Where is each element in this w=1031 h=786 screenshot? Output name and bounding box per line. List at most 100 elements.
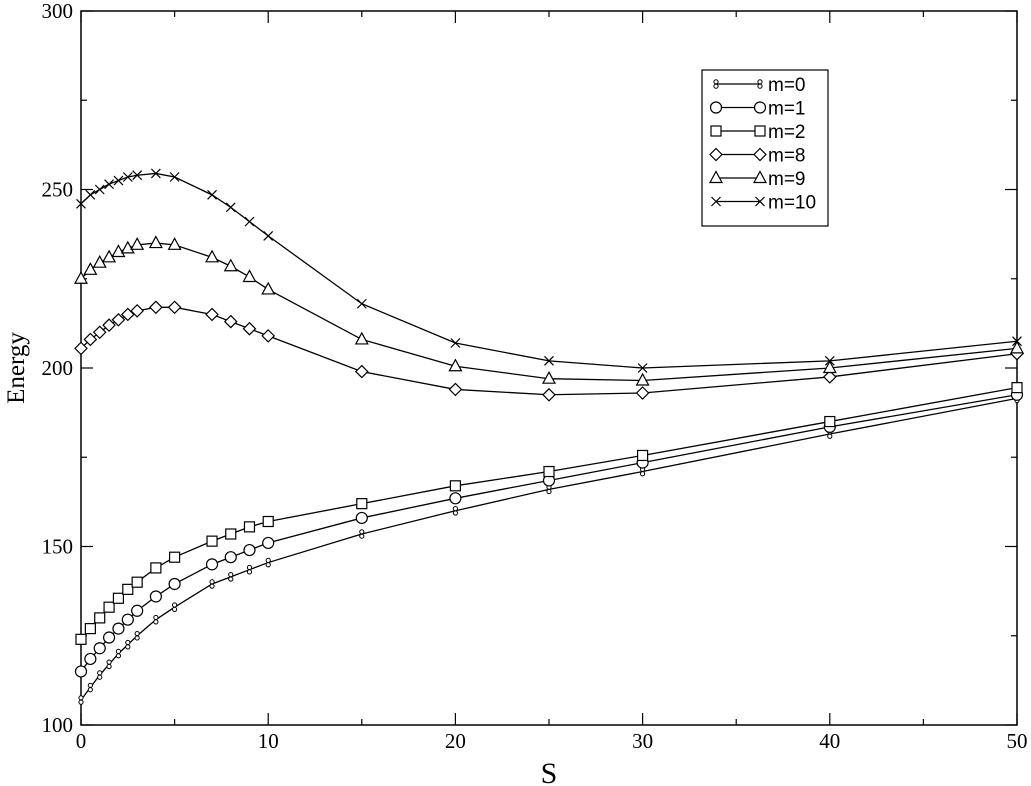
point-diamond	[120, 307, 135, 322]
point-circle	[112, 622, 125, 635]
point-figure-eight-bottom	[827, 433, 833, 439]
point-diamond	[635, 386, 650, 400]
point-figure-eight-bottom	[134, 635, 140, 641]
point-triangle	[541, 370, 557, 384]
point-square	[94, 612, 106, 624]
point-circle	[131, 604, 144, 617]
legend-label: m=1	[768, 99, 806, 120]
point-square	[243, 521, 256, 533]
point-figure-eight-bottom	[713, 83, 719, 89]
legend-item: m=8	[709, 146, 806, 167]
legend-label: m=8	[768, 146, 806, 167]
point-triangle	[130, 237, 145, 250]
series-m=1	[74, 388, 1024, 678]
point-x	[225, 202, 236, 213]
point-circle	[93, 642, 106, 655]
point-x	[244, 216, 255, 227]
point-diamond	[74, 341, 88, 356]
series-m=10	[76, 168, 1022, 373]
point-figure-eight-bottom	[546, 488, 552, 495]
series-m=9	[73, 235, 1025, 386]
point-triangle	[752, 170, 768, 184]
point-diamond	[223, 314, 238, 329]
point-x	[76, 198, 86, 209]
point-triangle	[205, 249, 220, 263]
point-x	[104, 179, 115, 190]
point-figure-eight-top	[228, 572, 234, 578]
legend-item: m=2	[710, 122, 806, 143]
point-square	[169, 551, 181, 563]
legend-label: m=10	[768, 193, 816, 214]
point-triangle	[83, 262, 98, 275]
point-figure-eight-bottom	[153, 619, 159, 625]
point-figure-eight-top	[452, 506, 458, 512]
point-circle	[84, 652, 97, 666]
x-tick-label: 30	[632, 729, 653, 753]
point-square	[122, 583, 134, 595]
point-square	[636, 449, 649, 462]
point-circle	[205, 558, 219, 571]
series-m=2	[75, 382, 1023, 645]
point-square	[710, 125, 722, 137]
point-figure-eight-bottom	[125, 644, 131, 650]
point-circle	[709, 101, 723, 114]
point-circle	[74, 665, 88, 678]
legend-item: m=0	[713, 75, 806, 96]
y-tick-label: 300	[42, 0, 74, 23]
point-square	[356, 498, 368, 510]
point-x	[637, 363, 648, 373]
point-x	[1012, 336, 1022, 347]
x-tick-label: 20	[445, 729, 466, 753]
point-triangle	[635, 372, 650, 386]
point-square	[84, 623, 96, 635]
series-m=0	[78, 393, 1020, 705]
point-triangle	[822, 360, 837, 374]
axis-ticks	[80, 10, 1018, 726]
point-figure-eight-bottom	[640, 471, 646, 477]
series-line	[80, 397, 1018, 701]
point-diamond	[753, 147, 767, 162]
series-line	[80, 394, 1018, 672]
tick-labels: 0 10 20 30 40 50 100 150 200 250 300	[42, 0, 1028, 753]
legend-label: m=2	[768, 122, 806, 143]
point-diamond	[542, 387, 556, 402]
point-x	[85, 189, 96, 200]
y-tick-label: 200	[42, 356, 74, 380]
point-circle	[168, 577, 181, 591]
point-figure-eight-bottom	[228, 576, 234, 582]
point-triangle	[354, 331, 369, 345]
point-figure-eight-top	[125, 639, 131, 646]
point-x	[207, 189, 217, 200]
x-axis-title: S	[541, 757, 558, 786]
point-triangle	[73, 270, 89, 284]
point-figure-eight-top	[713, 79, 719, 85]
plot-area	[80, 10, 1018, 726]
point-triangle	[242, 269, 257, 283]
point-figure-eight-bottom	[78, 699, 84, 705]
point-square	[150, 562, 162, 574]
point-figure-eight-bottom	[452, 510, 458, 516]
legend-label: m=0	[768, 75, 806, 96]
point-figure-eight-top	[172, 602, 178, 608]
point-diamond	[205, 307, 219, 322]
point-square	[754, 125, 766, 137]
point-triangle	[448, 358, 463, 372]
point-circle	[149, 590, 162, 603]
point-x	[113, 175, 124, 186]
legend-label: m=9	[768, 169, 806, 190]
point-x	[122, 172, 133, 182]
point-square	[1011, 382, 1023, 394]
point-triangle	[111, 244, 126, 258]
point-figure-eight-top	[115, 648, 122, 655]
point-square	[449, 480, 461, 492]
point-triangle	[1009, 340, 1025, 354]
point-square	[103, 601, 115, 613]
y-tick-label: 250	[42, 178, 74, 202]
point-figure-eight-top	[134, 630, 140, 637]
point-figure-eight-top	[209, 579, 215, 585]
point-figure-eight-bottom	[106, 663, 112, 670]
point-square	[262, 515, 274, 528]
point-figure-eight-bottom	[246, 569, 253, 575]
point-figure-eight-bottom	[87, 687, 93, 693]
point-circle	[121, 613, 134, 626]
